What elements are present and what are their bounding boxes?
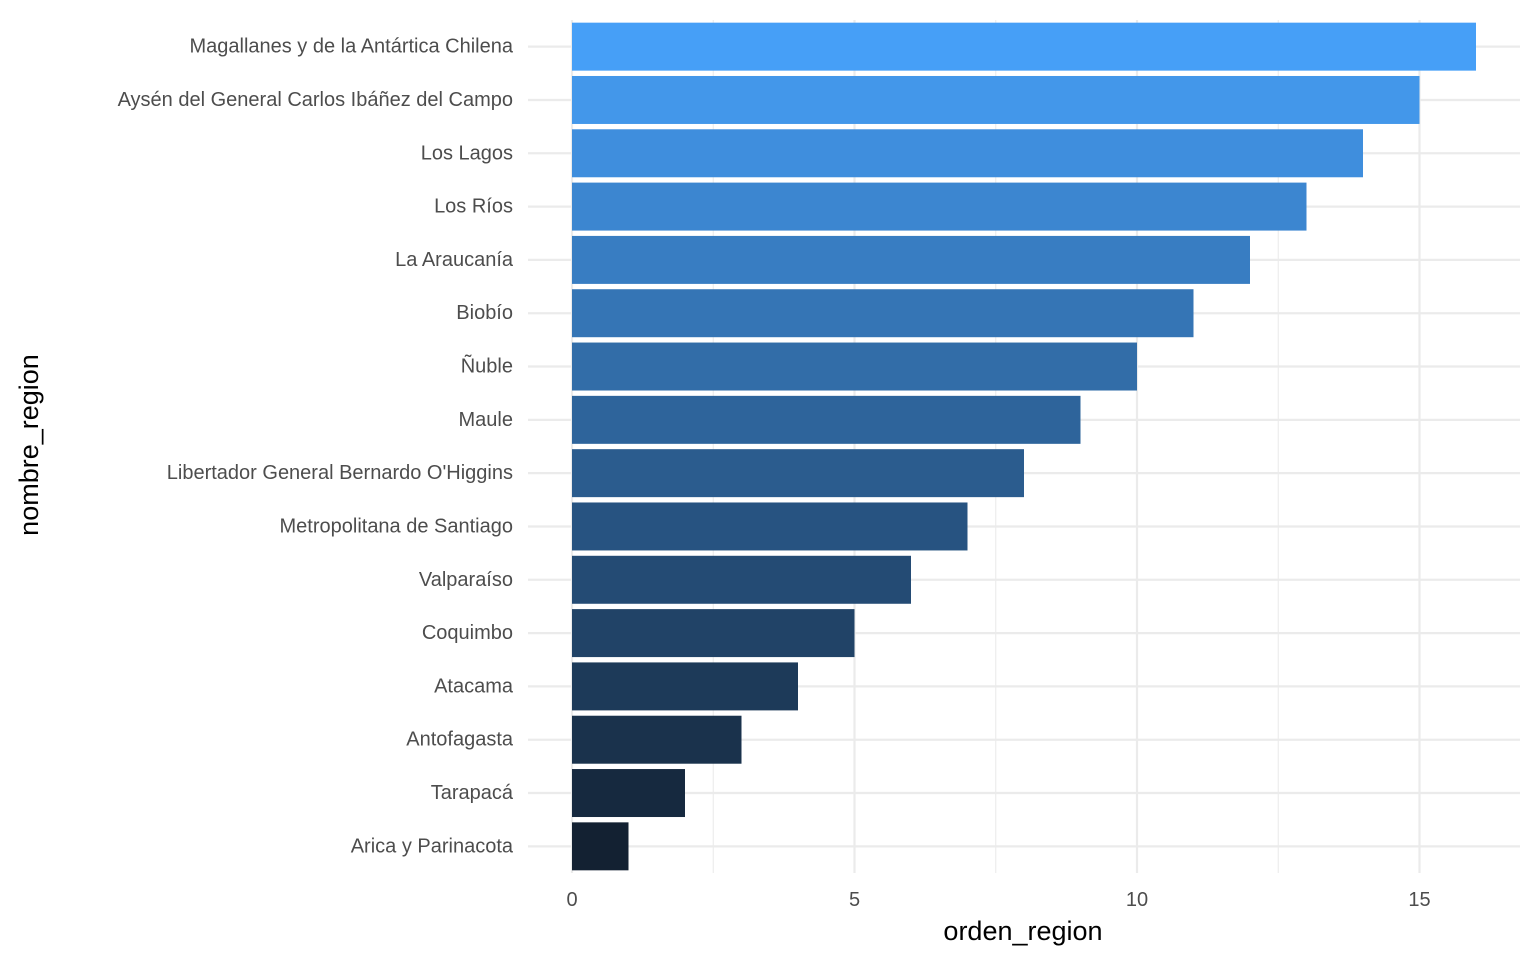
y-tick-label: Los Ríos [434,196,513,218]
bar [572,662,798,711]
y-tick-label: Atacama [434,675,514,697]
y-tick-label: Los Lagos [421,142,513,164]
bar [572,129,1363,178]
bar [572,769,685,818]
bar [572,822,629,871]
y-tick-labels: Arica y Parinacota Tarapacá Antofagasta Ata… [118,36,514,858]
bar [572,449,1024,498]
bar [572,75,1420,124]
bar [572,182,1307,231]
y-tick-label: Metropolitana de Santiago [280,515,514,537]
x-tick-label: 0 [566,889,577,911]
y-tick-label: Arica y Parinacota [351,835,514,857]
y-tick-label: Coquimbo [422,622,513,644]
x-tick-label: 10 [1126,889,1148,911]
bar [572,555,911,604]
y-tick-label: Antofagasta [406,729,514,751]
y-tick-label: Biobío [456,302,513,324]
y-tick-label: La Araucanía [395,249,514,271]
bar [572,502,968,551]
y-tick-label: Valparaíso [419,569,513,591]
bar [572,342,1137,391]
bars [572,22,1476,871]
x-axis-title: orden_region [943,916,1102,946]
y-tick-label: Magallanes y de la Antártica Chilena [189,36,513,58]
bar [572,395,1081,444]
x-tick-labels: 0 5 10 15 [566,889,1430,911]
y-tick-label: Maule [459,409,513,431]
y-tick-label: Tarapacá [431,782,514,804]
bar [572,715,742,764]
y-tick-label: Ñuble [461,354,513,378]
x-tick-label: 15 [1408,889,1430,911]
y-axis-title: nombre_region [14,354,44,536]
bar [572,22,1476,71]
x-tick-label: 5 [849,889,860,911]
bar [572,235,1250,284]
y-tick-label: Libertador General Bernardo O'Higgins [167,462,513,484]
bar [572,609,855,658]
y-tick-label: Aysén del General Carlos Ibáñez del Camp… [118,89,513,111]
bar [572,289,1194,338]
